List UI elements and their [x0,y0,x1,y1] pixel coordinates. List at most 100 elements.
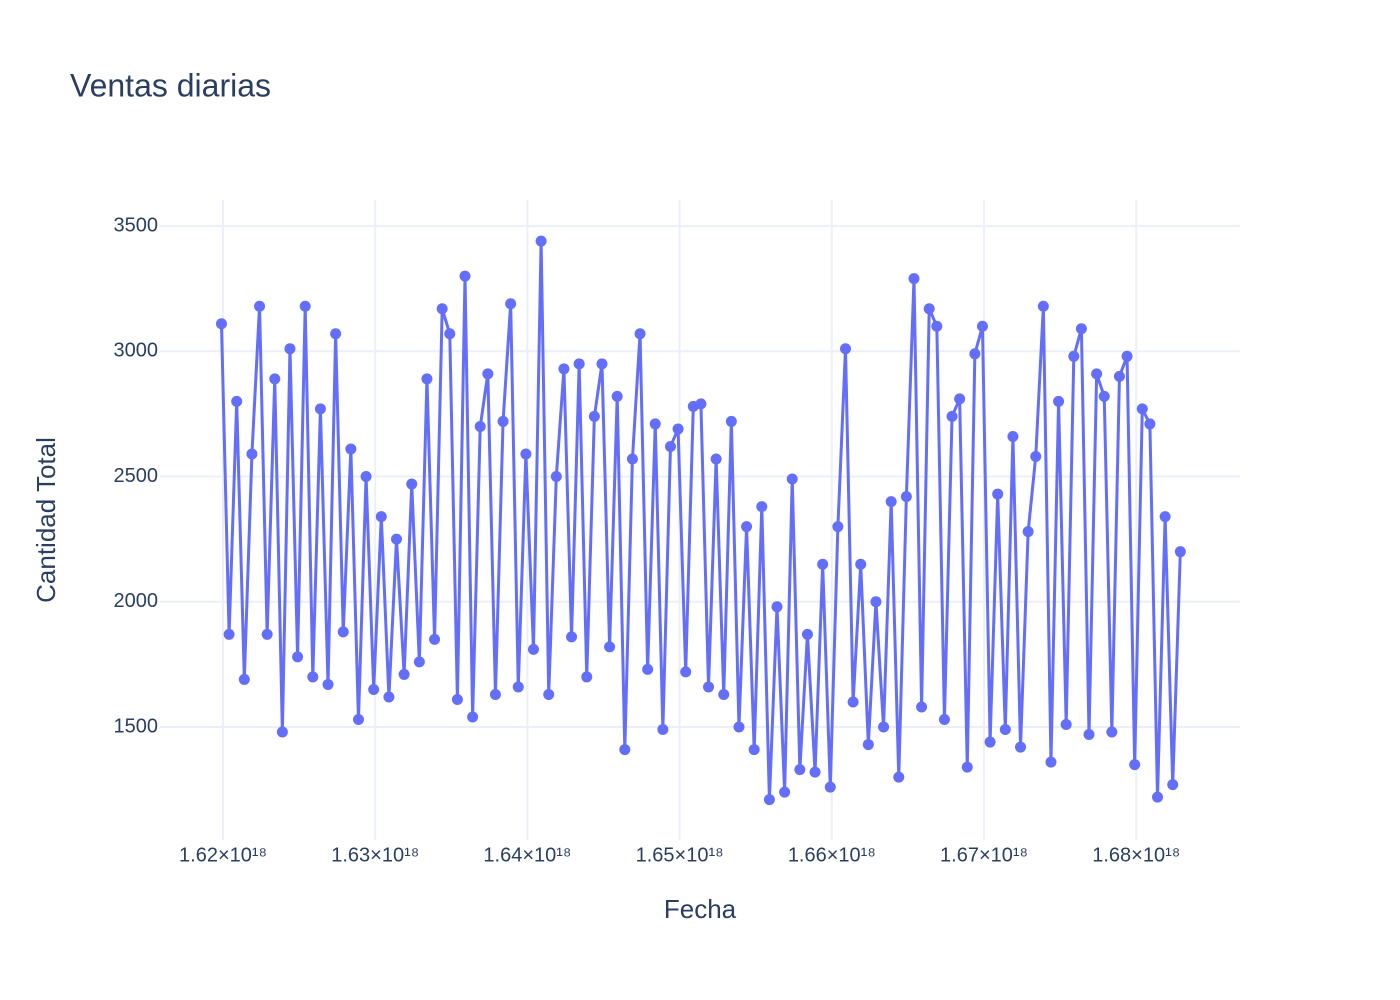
marker [1060,719,1072,731]
y-axis-label: Cantidad Total [31,437,61,603]
marker [436,303,448,315]
marker [558,363,570,375]
x-tick-label: 1.68×10¹⁸ [1092,844,1180,866]
marker [254,300,266,312]
marker [527,643,539,655]
marker [763,794,775,806]
marker [824,781,836,793]
marker [512,681,524,693]
marker [931,320,943,332]
marker [238,673,250,685]
marker [718,688,730,700]
marker [619,744,631,756]
marker [1174,546,1186,558]
marker [1113,370,1125,382]
marker [695,398,707,410]
marker [421,373,433,385]
marker [330,328,342,340]
marker [604,641,616,653]
marker [588,410,600,422]
marker [1037,300,1049,312]
marker [1098,390,1110,402]
marker [459,270,471,282]
marker [1129,759,1141,771]
marker [596,358,608,370]
marker [657,724,669,736]
marker [862,739,874,751]
marker [467,711,479,723]
marker [360,471,372,483]
marker [1091,368,1103,380]
marker [269,373,281,385]
marker [832,521,844,533]
marker [489,688,501,700]
marker [345,443,357,455]
marker [299,300,311,312]
marker [672,423,684,435]
marker [406,478,418,490]
marker [878,721,890,733]
marker [809,766,821,778]
marker [703,681,715,693]
marker [954,393,966,405]
marker [870,596,882,608]
marker [786,473,798,485]
marker [520,448,532,460]
y-tick-label: 2000 [114,590,159,612]
marker [855,558,867,570]
marker [1053,395,1065,407]
marker [1159,511,1171,523]
x-axis-label: Fecha [664,894,737,924]
marker [1136,403,1148,415]
marker [847,696,859,708]
marker [900,491,912,503]
marker [1022,526,1034,538]
marker [482,368,494,380]
marker [246,448,258,460]
chart-title: Ventas diarias [70,67,271,103]
marker [969,348,981,360]
marker [429,633,441,645]
marker [634,328,646,340]
marker [535,235,547,247]
y-tick-label: 2500 [114,465,159,487]
marker [938,714,950,726]
marker [1007,430,1019,442]
marker [352,714,364,726]
marker [801,628,813,640]
marker [383,691,395,703]
marker [1152,791,1164,803]
y-tick-label: 3500 [114,214,159,236]
marker [261,628,273,640]
marker [391,533,403,545]
marker [375,511,387,523]
marker [885,496,897,508]
marker [680,666,692,678]
marker [992,488,1004,500]
marker [276,726,288,738]
x-tick-label: 1.65×10¹⁸ [636,844,724,866]
marker [497,415,509,427]
marker [649,418,661,430]
marker [307,671,319,683]
x-tick-label: 1.63×10¹⁸ [331,844,419,866]
marker [550,471,562,483]
y-tick-label: 1500 [114,715,159,737]
marker [284,343,296,355]
marker [664,440,676,452]
marker [916,701,928,713]
x-tick-label: 1.62×10¹⁸ [179,844,267,866]
marker [817,558,829,570]
marker [1045,756,1057,768]
marker [314,403,326,415]
marker [626,453,638,465]
marker [611,390,623,402]
marker [322,678,334,690]
marker [771,601,783,613]
marker [893,771,905,783]
marker [413,656,425,668]
marker [543,688,555,700]
marker [337,626,349,638]
marker [1015,741,1027,753]
